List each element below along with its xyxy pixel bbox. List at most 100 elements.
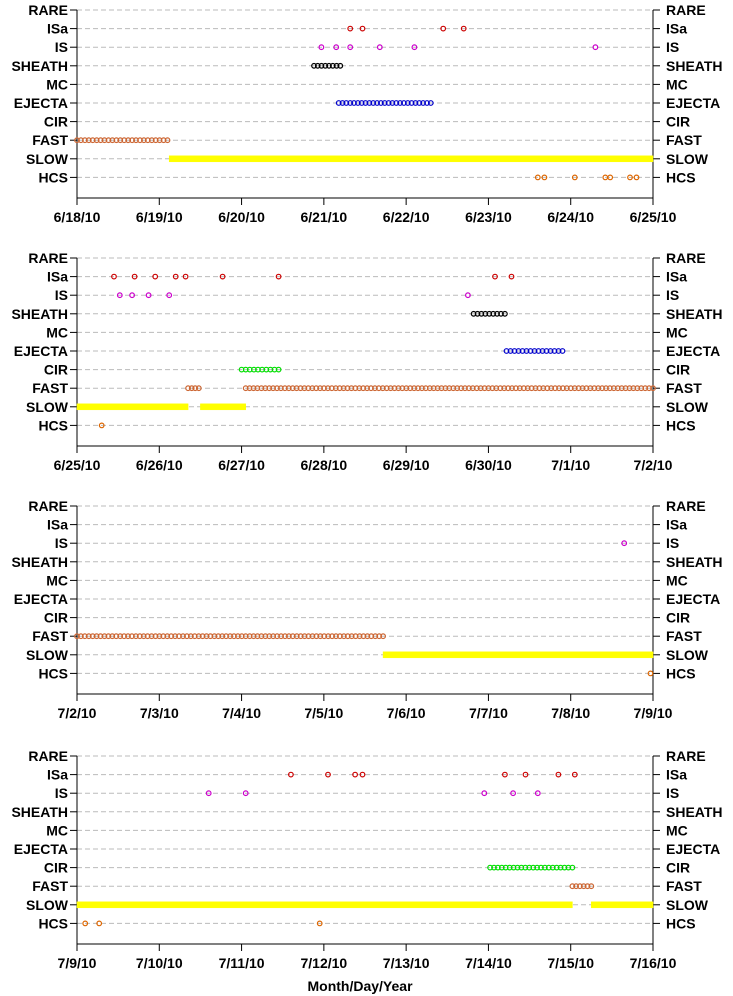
category-label-left-ejecta: EJECTA (14, 841, 68, 857)
isa-point (152, 273, 159, 280)
is-point (621, 540, 628, 547)
fast-marker (376, 633, 383, 640)
fast-marker (132, 633, 139, 640)
ejecta-marker (335, 100, 342, 106)
x-tick-label: 7/2/10 (58, 705, 97, 721)
fast-marker (93, 137, 100, 144)
fast-marker (548, 385, 555, 392)
cir-marker (275, 366, 282, 373)
is-point (510, 790, 516, 797)
fast-marker (446, 385, 453, 392)
fast-marker (183, 633, 190, 640)
cir-marker (491, 864, 497, 871)
fast-marker (536, 385, 543, 392)
fast-marker (227, 633, 234, 640)
x-tick-label: 6/23/10 (465, 209, 512, 225)
fast-marker (368, 633, 375, 640)
is-point (465, 292, 471, 299)
fast-marker (109, 633, 116, 640)
category-label-right-cir: CIR (666, 610, 690, 626)
fast-marker (164, 633, 171, 640)
hcs-point (571, 174, 578, 181)
is-point (411, 44, 418, 51)
fast-marker (191, 633, 198, 640)
fast-marker (219, 633, 226, 640)
isa-point (288, 771, 294, 778)
category-label-left-is: IS (55, 39, 68, 55)
category-label-left-is: IS (55, 535, 68, 551)
sheath-marker (322, 62, 329, 69)
fast-marker (117, 137, 124, 144)
category-label-right-ejecta: EJECTA (666, 95, 720, 111)
fast-marker (77, 633, 84, 640)
category-label-right-ejecta: EJECTA (666, 591, 720, 607)
category-label-left-rare: RARE (28, 2, 68, 18)
category-label-left-rare: RARE (28, 748, 68, 764)
category-label-left-fast: FAST (32, 628, 68, 644)
fast-marker (113, 137, 120, 144)
fast-marker (462, 385, 468, 392)
hcs-point (541, 174, 548, 181)
fast-marker (552, 385, 558, 392)
isa-point (352, 771, 359, 778)
x-tick-label: 7/9/10 (58, 955, 97, 971)
hcs-point (607, 174, 614, 181)
fast-marker (309, 385, 316, 392)
fast-marker (74, 137, 80, 144)
fast-marker (282, 385, 288, 392)
cir-marker (526, 864, 533, 871)
fast-marker (129, 137, 136, 144)
isa-point (460, 25, 467, 32)
fast-marker (93, 633, 100, 640)
fast-marker (105, 137, 112, 144)
sheath-marker (502, 310, 508, 317)
fast-marker (497, 385, 504, 392)
category-label-left-slow: SLOW (26, 399, 69, 415)
ejecta-marker (362, 100, 369, 106)
fast-marker (411, 385, 418, 392)
fast-marker (188, 385, 195, 392)
fast-marker (297, 633, 304, 640)
x-tick-label: 6/28/10 (300, 457, 347, 473)
fast-marker (97, 137, 104, 144)
category-label-right-rare: RARE (666, 2, 706, 18)
fast-marker (352, 385, 359, 392)
category-label-left-isa: ISa (47, 767, 68, 783)
ejecta-marker (420, 100, 427, 106)
isa-point (522, 771, 529, 778)
fast-marker (274, 385, 280, 392)
fast-marker (571, 385, 578, 392)
category-label-right-hcs: HCS (666, 417, 696, 433)
fast-marker (505, 385, 512, 392)
fast-marker (528, 385, 535, 392)
category-label-left-slow: SLOW (26, 647, 69, 663)
fast-marker (395, 385, 402, 392)
fast-marker (501, 385, 508, 392)
fast-marker (293, 385, 300, 392)
category-label-left-mc: MC (46, 572, 68, 588)
x-tick-label: 7/2/10 (634, 457, 673, 473)
fast-marker (254, 633, 261, 640)
ejecta-marker (404, 100, 411, 106)
isa-point (172, 273, 179, 280)
category-label-left-rare: RARE (28, 498, 68, 514)
category-label-right-sheath: SHEATH (666, 306, 723, 322)
fast-marker (81, 137, 88, 144)
fast-marker (195, 633, 202, 640)
fast-marker (333, 633, 339, 640)
fast-marker (199, 633, 206, 640)
panel-2: RARE RARE ISa ISa IS IS SHEATH SHEATH MC MC EJECTA… (11, 250, 722, 473)
x-tick-label: 7/3/10 (140, 705, 179, 721)
fast-marker (133, 137, 139, 144)
x-tick-label: 6/21/10 (300, 209, 347, 225)
category-label-left-mc: MC (46, 822, 68, 838)
fast-marker (74, 633, 80, 640)
fast-marker (489, 385, 496, 392)
fast-marker (364, 633, 371, 640)
fast-marker (125, 633, 131, 640)
cir-marker (557, 864, 564, 871)
cir-marker (487, 864, 494, 871)
x-tick-label: 6/26/10 (136, 457, 183, 473)
ejecta-marker (343, 100, 350, 106)
